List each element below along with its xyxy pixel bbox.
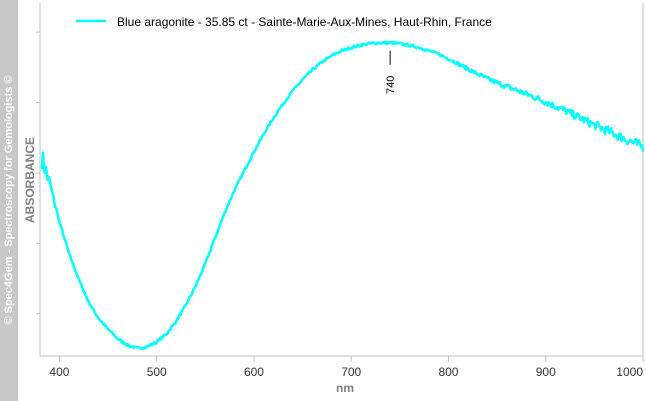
peak-annotation: 740 [385,50,397,94]
x-tick-labels: 400 500 600 700 800 900 1000 [49,365,643,379]
legend: Blue aragonite - 35.85 ct - Sainte-Marie… [76,15,492,29]
x-tick-label: 900 [536,365,556,379]
x-tick-label: 500 [147,365,167,379]
series-line [40,40,645,351]
x-tick-label: 700 [341,365,361,379]
x-tick-label: 400 [49,365,69,379]
y-ticks [36,31,40,315]
y-axis-title: ABSORBANCE [23,137,37,223]
side-strip: © Spec4Gem - Spectroscopy for Gemologist… [0,0,18,401]
x-axis-title: nm [336,381,354,395]
peak-annotation-label: 740 [385,76,397,94]
x-tick-label: 1000 [616,365,643,379]
x-tick-label: 600 [244,365,264,379]
legend-label: Blue aragonite - 35.85 ct - Sainte-Marie… [117,15,492,29]
axes [39,3,644,357]
x-tick-label: 800 [438,365,458,379]
x-ticks [58,356,644,362]
